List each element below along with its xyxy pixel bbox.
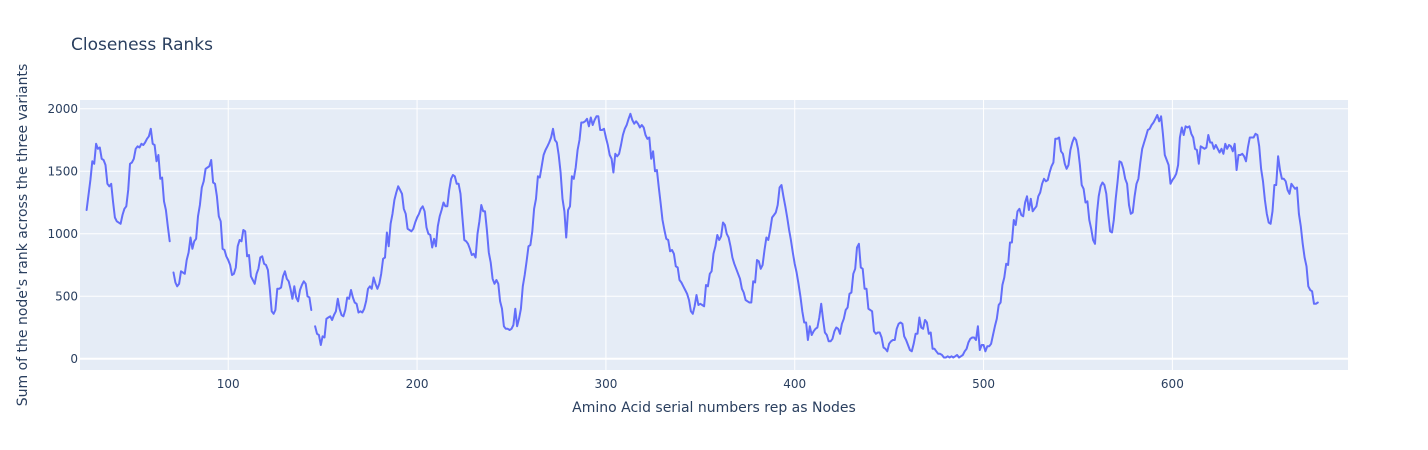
y-axis-title: Sum of the node's rank across the three … [15, 64, 31, 407]
tick-labels: 100 200 300 400 500 600 0 500 1000 1500 2000 [47, 102, 1183, 391]
y-tick-label: 0 [70, 352, 78, 366]
x-tick-label: 300 [594, 377, 617, 391]
x-tick-label: 500 [972, 377, 995, 391]
series-line-segment [314, 112, 1319, 359]
y-tick-label: 2000 [47, 102, 78, 116]
x-tick-label: 100 [217, 377, 240, 391]
x-tick-label: 600 [1161, 377, 1184, 391]
x-tick-label: 400 [783, 377, 806, 391]
series-line-segment [172, 159, 313, 315]
y-tick-label: 1500 [47, 164, 78, 178]
series-line-segment [85, 127, 171, 243]
x-axis-title: Amino Acid serial numbers rep as Nodes [572, 400, 856, 416]
y-tick-label: 1000 [47, 227, 78, 241]
y-tick-label: 500 [55, 289, 78, 303]
plot-area [80, 100, 1348, 370]
series-lines [85, 112, 1319, 359]
chart-title: Closeness Ranks [71, 35, 213, 55]
x-tick-label: 200 [406, 377, 429, 391]
